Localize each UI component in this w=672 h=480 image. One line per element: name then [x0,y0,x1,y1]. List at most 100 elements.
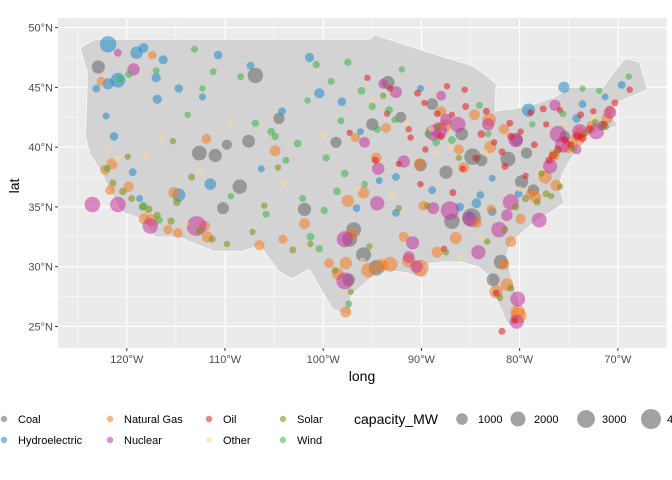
data-point [333,187,341,196]
data-point [261,202,268,209]
data-point [271,132,279,141]
data-point [520,147,533,159]
data-point [116,75,124,83]
data-point [84,196,101,213]
data-point [434,123,442,130]
data-point [406,236,420,250]
data-point [547,193,555,200]
legend-key [279,436,287,444]
x-tick-label: 80°W [506,354,534,366]
data-point [582,129,589,136]
data-point [410,260,423,273]
us-land-shape [80,34,648,325]
data-point [361,263,376,278]
data-point [341,194,354,208]
legend-item-natural-gas: Natural Gas [106,414,183,426]
data-point [402,251,415,263]
data-point [197,167,204,175]
legend-item-oil: Oil [205,414,236,426]
legend-label: Nuclear [124,435,162,447]
data-point [92,84,101,93]
data-point [529,121,536,128]
data-point [96,76,106,86]
legend-item-wind: Wind [279,435,322,447]
data-point [168,187,180,199]
legend-label: Hydroelectric [18,435,83,447]
data-point [297,202,312,216]
data-point [110,196,126,213]
data-point [237,73,245,81]
data-point [368,102,376,111]
data-point [217,202,229,215]
data-point [485,130,492,138]
data-point [498,148,506,156]
data-point [114,48,122,57]
legend-item-hydroelectric: Hydroelectric [0,435,83,447]
data-point [359,136,370,148]
data-point [569,145,576,152]
data-point [369,96,376,103]
y-tick-label: 30°N [28,262,53,274]
data-point [531,212,547,228]
data-point [617,81,626,89]
data-point [289,246,297,254]
data-point [424,202,431,209]
data-point [542,190,550,198]
data-point [398,66,405,73]
data-point [507,284,515,292]
data-point [388,191,396,199]
data-point [138,43,149,53]
data-point [226,120,234,127]
data-point [105,185,115,196]
data-point [124,153,131,160]
data-point [347,288,354,295]
data-point [417,181,424,188]
data-point [501,226,509,234]
data-point [448,111,456,119]
y-tick-label: 45°N [28,82,53,94]
data-point [327,77,335,85]
data-point [475,101,483,109]
series-oil [346,74,633,335]
data-point [99,36,117,53]
data-point [522,172,529,179]
data-point [432,138,441,147]
legend-key [106,415,114,423]
data-point [152,67,160,75]
y-tick-label: 25°N [28,321,53,333]
size-legend-key [510,411,526,427]
data-point [182,220,189,227]
legend-label: Other [223,435,251,447]
data-point [273,112,285,124]
data-point [345,300,353,308]
data-point [102,112,110,120]
data-point [501,162,509,170]
data-point [213,50,223,60]
data-point [405,126,412,133]
data-point [280,179,288,187]
y-tick-label: 35°N [28,202,53,214]
data-point [249,228,256,236]
data-point [361,180,368,188]
data-point [246,61,255,70]
data-point [174,84,184,93]
data-point [119,187,127,196]
data-point [450,116,466,133]
size-legend-label: 4 [667,414,672,426]
data-point [506,119,514,127]
data-point [339,256,352,270]
data-point [596,87,603,95]
data-point [136,195,143,202]
size-legend-title: capacity_MW [354,411,439,427]
legend-label: Solar [297,414,323,426]
data-point [462,211,477,226]
data-point [242,134,256,148]
data-point [448,136,456,144]
data-point [293,139,302,148]
data-point [278,234,288,244]
data-point [379,92,387,99]
data-point [385,106,393,114]
data-point [558,81,570,93]
y-tick-label: 40°N [28,142,53,154]
